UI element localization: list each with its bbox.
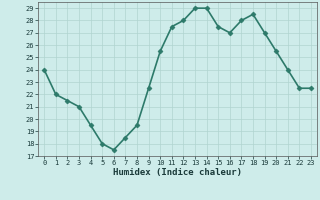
X-axis label: Humidex (Indice chaleur): Humidex (Indice chaleur) xyxy=(113,168,242,177)
